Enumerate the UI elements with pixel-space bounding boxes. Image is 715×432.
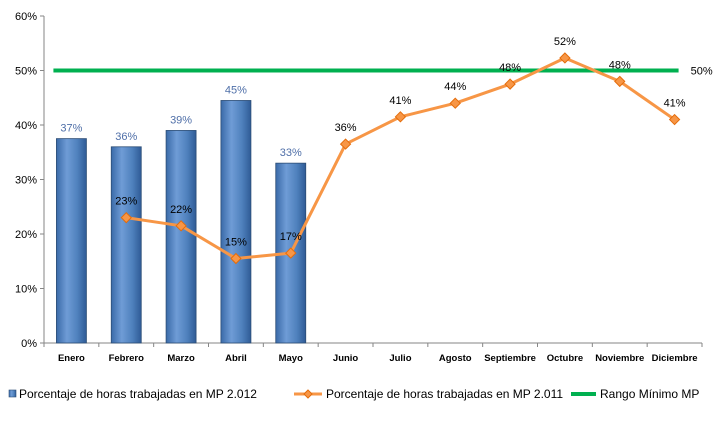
x-tick-label: Noviembre bbox=[595, 353, 644, 364]
rango-end-label: 50% bbox=[691, 66, 713, 78]
x-tick-label: Junio bbox=[333, 353, 359, 364]
bar bbox=[56, 138, 87, 344]
line-marker bbox=[614, 75, 626, 88]
line-data-label: 41% bbox=[389, 95, 411, 107]
bar-series-group bbox=[56, 100, 307, 344]
x-tick-label: Julio bbox=[389, 353, 411, 364]
bar-data-label: 39% bbox=[170, 114, 192, 126]
bar-data-label: 36% bbox=[115, 131, 137, 143]
line-data-label: 22% bbox=[170, 204, 192, 216]
line-marker bbox=[120, 211, 132, 224]
bar bbox=[220, 100, 252, 344]
line-marker bbox=[668, 113, 681, 126]
line-data-label: 48% bbox=[499, 62, 521, 74]
y-tick-label: 50% bbox=[15, 66, 37, 78]
line-marker bbox=[285, 247, 297, 259]
x-tick-label: Febrero bbox=[109, 353, 145, 364]
line-data-label: 48% bbox=[609, 59, 631, 71]
legend-swatch-marker-2011 bbox=[303, 389, 313, 399]
x-tick-label: Abril bbox=[225, 353, 247, 364]
line-marker bbox=[504, 78, 516, 90]
x-tick-label: Septiembre bbox=[484, 353, 536, 364]
legend: Porcentaje de horas trabajadas en MP 2.0… bbox=[8, 387, 699, 401]
line-marker bbox=[559, 52, 571, 64]
y-tick-label: 10% bbox=[15, 284, 37, 296]
line-data-label: 41% bbox=[664, 98, 686, 110]
axes-group: 0% 10% 20% 30% 40% 50% 60% Enero Febrero Marzo Abr… bbox=[15, 11, 703, 364]
bar-data-label: 37% bbox=[60, 123, 82, 135]
line-series-group bbox=[53, 52, 681, 265]
x-tick-label: Enero bbox=[58, 353, 85, 364]
legend-label-2012: Porcentaje de horas trabajadas en MP 2.0… bbox=[19, 387, 257, 401]
line-marker bbox=[339, 138, 352, 150]
bar bbox=[110, 146, 142, 344]
line-marker bbox=[394, 111, 407, 123]
y-tick-label: 60% bbox=[15, 11, 37, 23]
bar bbox=[165, 130, 197, 344]
line-data-label: 36% bbox=[335, 122, 357, 134]
line-data-label: 15% bbox=[225, 237, 247, 249]
line-data-label: 52% bbox=[554, 36, 576, 48]
legend-swatch-bar bbox=[8, 389, 17, 398]
series-line-2011 bbox=[126, 56, 676, 261]
x-tick-label: Octubre bbox=[547, 353, 583, 364]
x-tick-label: Agosto bbox=[439, 353, 472, 364]
line-marker bbox=[449, 97, 461, 109]
y-tick-label: 40% bbox=[15, 120, 37, 132]
line-marker bbox=[230, 252, 242, 265]
bar-data-label: 33% bbox=[280, 147, 302, 159]
bar-data-label: 45% bbox=[225, 84, 247, 96]
y-tick-label: 30% bbox=[15, 175, 37, 187]
y-tick-label: 20% bbox=[15, 229, 37, 241]
line-data-label: 44% bbox=[444, 81, 466, 93]
line-marker bbox=[175, 220, 187, 232]
line-data-label: 17% bbox=[280, 231, 302, 243]
x-tick-label: Marzo bbox=[167, 353, 195, 364]
data-labels-group: 37% 36% 39% 45% 33% 50% 23% 22% 15% 17% 36% 41% 44% 4… bbox=[60, 36, 712, 249]
x-tick-label: Diciembre bbox=[652, 353, 698, 364]
line-data-label: 23% bbox=[115, 196, 137, 208]
x-tick-label: Mayo bbox=[279, 353, 303, 364]
y-tick-label: 0% bbox=[21, 338, 37, 350]
legend-label-rango: Rango Mínimo MP bbox=[600, 387, 699, 401]
legend-label-2011: Porcentaje de horas trabajadas en MP 2.0… bbox=[326, 387, 563, 401]
